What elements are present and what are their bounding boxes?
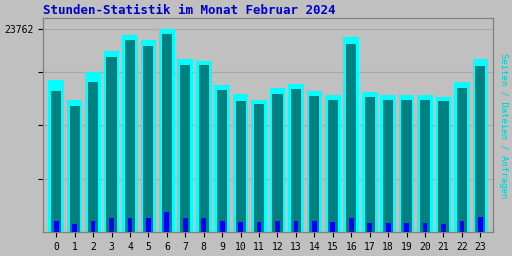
Bar — [48, 80, 64, 232]
Bar — [362, 92, 377, 232]
Bar — [215, 85, 230, 232]
Bar — [349, 218, 354, 232]
Bar — [199, 65, 209, 232]
Bar — [109, 218, 114, 232]
Bar — [201, 218, 206, 232]
Bar — [70, 105, 80, 232]
Bar — [146, 218, 151, 232]
Bar — [254, 104, 264, 232]
Bar — [72, 223, 77, 232]
Bar — [159, 29, 175, 232]
Bar — [88, 82, 98, 232]
Bar — [460, 221, 464, 232]
Bar — [178, 59, 193, 232]
Bar — [383, 100, 393, 232]
Bar — [478, 217, 483, 232]
Y-axis label: Seiten / Dateien / Anfragen: Seiten / Dateien / Anfragen — [499, 53, 508, 198]
Bar — [330, 222, 335, 232]
Bar — [312, 221, 317, 232]
Bar — [404, 223, 409, 232]
Bar — [164, 212, 169, 232]
Bar — [233, 94, 248, 232]
Bar — [85, 72, 101, 232]
Bar — [454, 82, 470, 232]
Bar — [328, 100, 338, 232]
Bar — [457, 89, 467, 232]
Bar — [438, 101, 449, 232]
Bar — [401, 100, 412, 232]
Bar — [51, 91, 61, 232]
Bar — [251, 100, 267, 232]
Bar — [420, 100, 430, 232]
Bar — [307, 91, 322, 232]
Bar — [423, 223, 428, 232]
Bar — [103, 51, 119, 232]
Bar — [236, 101, 246, 232]
Bar — [367, 223, 372, 232]
Bar — [386, 223, 391, 232]
Bar — [141, 40, 156, 232]
Bar — [217, 90, 227, 232]
Bar — [325, 95, 340, 232]
Bar — [346, 44, 356, 232]
Bar — [162, 34, 172, 232]
Bar — [127, 218, 132, 232]
Bar — [220, 221, 225, 232]
Bar — [143, 46, 154, 232]
Text: Stunden-Statistik im Monat Februar 2024: Stunden-Statistik im Monat Februar 2024 — [43, 4, 336, 17]
Bar — [275, 221, 280, 232]
Bar — [257, 222, 262, 232]
Bar — [309, 96, 319, 232]
Bar — [380, 95, 396, 232]
Bar — [365, 97, 375, 232]
Bar — [122, 35, 138, 232]
Bar — [106, 57, 117, 232]
Bar — [436, 97, 451, 232]
Bar — [270, 89, 285, 232]
Bar — [272, 94, 283, 232]
Bar — [344, 37, 359, 232]
Bar — [291, 89, 301, 232]
Bar — [288, 84, 304, 232]
Bar — [238, 222, 243, 232]
Bar — [91, 221, 95, 232]
Bar — [293, 221, 298, 232]
Bar — [473, 59, 488, 232]
Bar — [180, 65, 190, 232]
Bar — [125, 40, 135, 232]
Bar — [196, 61, 211, 232]
Bar — [183, 218, 187, 232]
Bar — [67, 100, 82, 232]
Bar — [399, 95, 414, 232]
Bar — [54, 221, 58, 232]
Bar — [441, 223, 446, 232]
Bar — [475, 66, 485, 232]
Bar — [417, 95, 433, 232]
